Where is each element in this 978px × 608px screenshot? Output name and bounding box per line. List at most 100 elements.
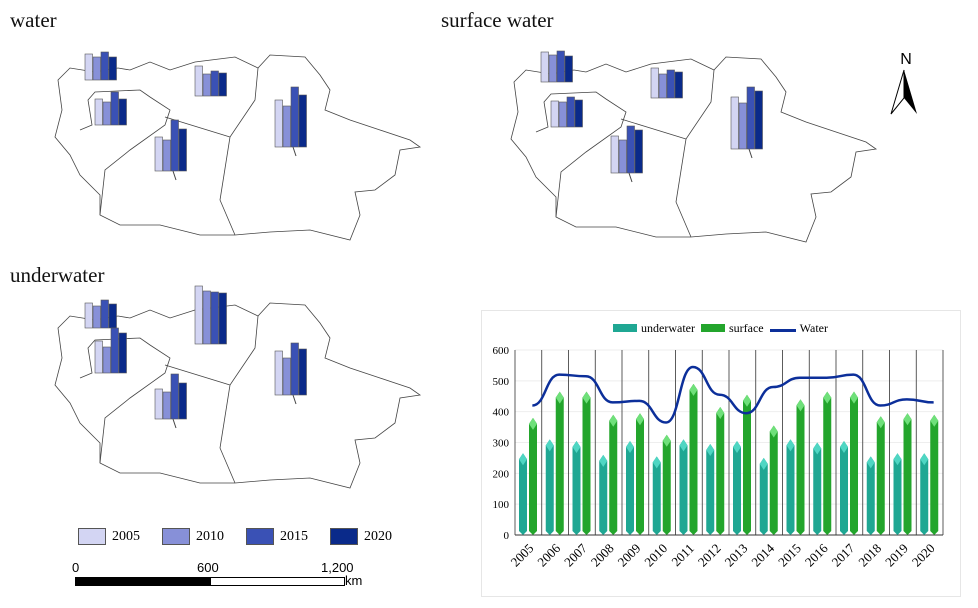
map-bar <box>290 86 299 148</box>
leader-line <box>292 146 297 157</box>
bar-cap <box>529 417 537 430</box>
map-bar <box>178 128 187 172</box>
map-bar <box>290 342 299 396</box>
x-tick-label: 2007 <box>561 540 590 569</box>
bar-cap <box>716 407 725 420</box>
scale-tick: 0 <box>72 560 80 575</box>
map-bar <box>194 65 203 97</box>
y-tick-label: 600 <box>493 345 510 357</box>
panel-title-underwater: underwater <box>10 263 105 287</box>
map-bar <box>194 285 203 345</box>
map-bar <box>100 51 109 81</box>
bar-underwater <box>893 453 902 535</box>
legend-label: 2010 <box>196 528 224 544</box>
chart-legend: underwater surface Water <box>613 321 828 336</box>
x-tick-label: 2020 <box>909 541 938 570</box>
map-legend: 2005 2010 2015 2020 <box>78 528 392 545</box>
legend-label: surface <box>728 321 764 335</box>
bar-cap <box>626 440 634 453</box>
bar-underwater <box>679 439 688 535</box>
scale-unit: km <box>345 573 363 588</box>
chart-panel <box>481 310 961 597</box>
legend-item-water: Water <box>769 321 828 336</box>
bar-cap <box>662 434 671 447</box>
legend-item: 2020 <box>330 528 392 545</box>
bar-surface <box>850 391 858 535</box>
bar-cap <box>920 453 929 466</box>
map-bar <box>100 299 109 329</box>
map-bar <box>84 302 93 329</box>
bar-underwater <box>813 442 822 535</box>
bar-surface <box>903 413 912 535</box>
bar-cap <box>813 442 822 455</box>
panel-title-water: water <box>10 8 57 32</box>
x-tick-label: 2018 <box>855 541 884 570</box>
legend-item: 2005 <box>78 528 140 545</box>
bar-surface <box>689 383 698 535</box>
map-bar <box>202 73 211 97</box>
map-bar <box>102 101 111 126</box>
scale-tick: 600 <box>197 560 219 575</box>
bar-cap <box>636 413 644 426</box>
map-bar <box>108 56 117 81</box>
legend-label: 2005 <box>112 528 140 544</box>
legend-swatch <box>330 528 358 545</box>
map-bar <box>556 50 565 83</box>
map-bar <box>162 391 171 420</box>
bar-underwater <box>920 453 929 535</box>
map-bar <box>754 90 763 150</box>
bar-surface <box>743 394 751 535</box>
map-bar <box>282 357 291 396</box>
bar-cap <box>876 416 885 429</box>
x-tick-label: 2017 <box>829 540 858 569</box>
map-bar <box>170 373 179 420</box>
map-bar <box>274 99 283 148</box>
map-bar <box>92 305 101 329</box>
bar-underwater <box>733 440 741 535</box>
bar-cap <box>572 440 581 453</box>
bar-surface <box>582 391 591 535</box>
bar-cap <box>769 425 778 438</box>
map-bar <box>118 332 127 374</box>
bar-cap <box>903 413 912 426</box>
bar-surface <box>555 391 564 535</box>
x-tick-label: 2012 <box>695 541 724 570</box>
x-tick-label: 2015 <box>775 541 804 570</box>
legend-swatch <box>246 528 274 545</box>
y-tick-label: 500 <box>493 376 510 388</box>
map-bar <box>550 100 559 128</box>
bar-underwater <box>866 456 875 535</box>
bar-cap <box>786 439 795 452</box>
map-bar <box>282 105 291 148</box>
y-tick-label: 200 <box>493 468 510 480</box>
bar-underwater <box>786 439 795 535</box>
bar-surface <box>662 434 671 535</box>
bar-cap <box>679 439 688 452</box>
scale-tick: 1,200 <box>321 560 354 575</box>
map-bar <box>564 55 573 83</box>
bar-cap <box>609 414 618 427</box>
y-tick-label: 100 <box>493 499 510 511</box>
map-bar <box>626 125 635 174</box>
bar-cap <box>689 383 698 396</box>
legend-item-surface: surface <box>700 321 764 336</box>
leader-line <box>628 172 633 183</box>
north-arrow: N <box>890 51 917 115</box>
bar-underwater <box>652 456 661 535</box>
bar-surface <box>769 425 778 535</box>
map-bar <box>162 139 171 172</box>
x-tick-label: 2005 <box>508 541 537 570</box>
x-tick-label: 2010 <box>641 541 670 570</box>
y-tick-label: 400 <box>493 407 510 419</box>
bar-cap <box>545 439 554 452</box>
map-bar <box>94 340 103 374</box>
map-bar <box>210 70 219 97</box>
map-bar <box>666 69 675 99</box>
map-bar <box>298 94 307 148</box>
bar-underwater <box>626 440 634 535</box>
bar-underwater <box>840 440 848 535</box>
bar-cap <box>519 453 527 466</box>
legend-label: Water <box>799 321 828 335</box>
